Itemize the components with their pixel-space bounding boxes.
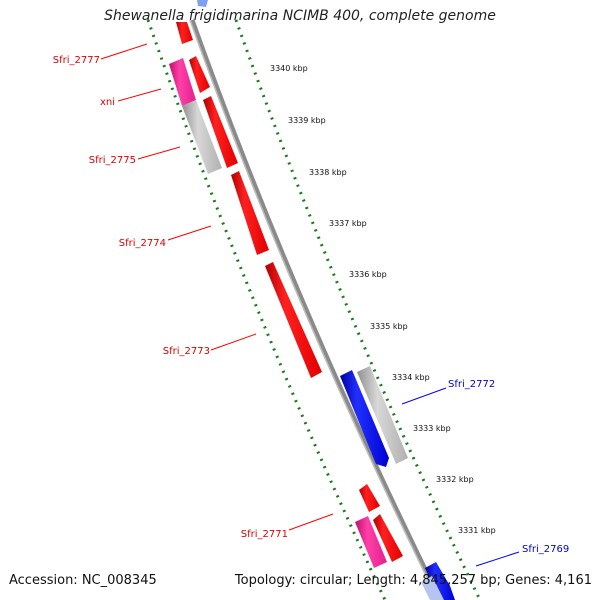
label-leader-line xyxy=(100,43,148,60)
ruler-label: 3334 kbp xyxy=(392,373,430,382)
gene-arrow xyxy=(203,96,238,168)
gene-arrow xyxy=(421,576,444,600)
gene-label: Sfri_2777 xyxy=(53,55,100,66)
genome-backbone-highlight xyxy=(189,19,439,600)
ruler-label: 3337 kbp xyxy=(329,219,367,228)
cds-feature xyxy=(182,100,222,174)
gene-label: Sfri_2773 xyxy=(163,346,210,357)
gene-arrow xyxy=(176,22,193,44)
ruler-track-inner xyxy=(146,19,387,600)
gene-label: Sfri_2775 xyxy=(89,155,136,166)
label-leader-line xyxy=(117,88,162,102)
map-title: Shewanella frigidimarina NCIMB 400, comp… xyxy=(104,8,496,24)
label-leader-line xyxy=(288,513,334,531)
gene-label: Sfri_2771 xyxy=(241,529,288,540)
gene-arrow xyxy=(373,514,403,562)
genome-backbone xyxy=(189,19,443,600)
label-leader-line xyxy=(167,225,212,241)
gene-arrow xyxy=(265,262,322,378)
gene-label: Sfri_2772 xyxy=(448,379,495,390)
ruler-label: 3333 kbp xyxy=(413,424,451,433)
label-leader-line xyxy=(137,146,181,160)
gene-arrow xyxy=(340,370,389,467)
rna-feature xyxy=(169,58,196,106)
topology-text: Topology: circular; Length: 4,845,257 bp… xyxy=(234,573,592,588)
label-leader-line xyxy=(475,551,520,567)
ruler-label: 3331 kbp xyxy=(458,526,496,535)
gene-label: Sfri_2769 xyxy=(522,544,569,555)
ruler-label: 3340 kbp xyxy=(270,64,308,73)
ruler-label: 3338 kbp xyxy=(309,168,347,177)
rna-feature xyxy=(355,516,387,568)
gene-arrow xyxy=(425,562,455,600)
label-leader-line xyxy=(401,387,447,405)
ruler-label: 3339 kbp xyxy=(288,116,326,125)
gene-label: xni xyxy=(100,97,115,108)
ruler-track-outer xyxy=(234,19,482,600)
gene-arrow xyxy=(231,171,269,255)
label-leader-line xyxy=(210,333,257,351)
gene-arrow xyxy=(359,484,380,512)
cds-feature xyxy=(357,366,408,464)
accession-text: Accession: NC_008345 xyxy=(9,573,157,588)
ruler-label: 3335 kbp xyxy=(370,322,408,331)
gene-arrow xyxy=(197,0,208,7)
gene-arrow xyxy=(189,56,210,93)
ruler-label: 3336 kbp xyxy=(349,270,387,279)
ruler-label: 3332 kbp xyxy=(436,475,474,484)
gene-label: Sfri_2774 xyxy=(119,238,166,249)
